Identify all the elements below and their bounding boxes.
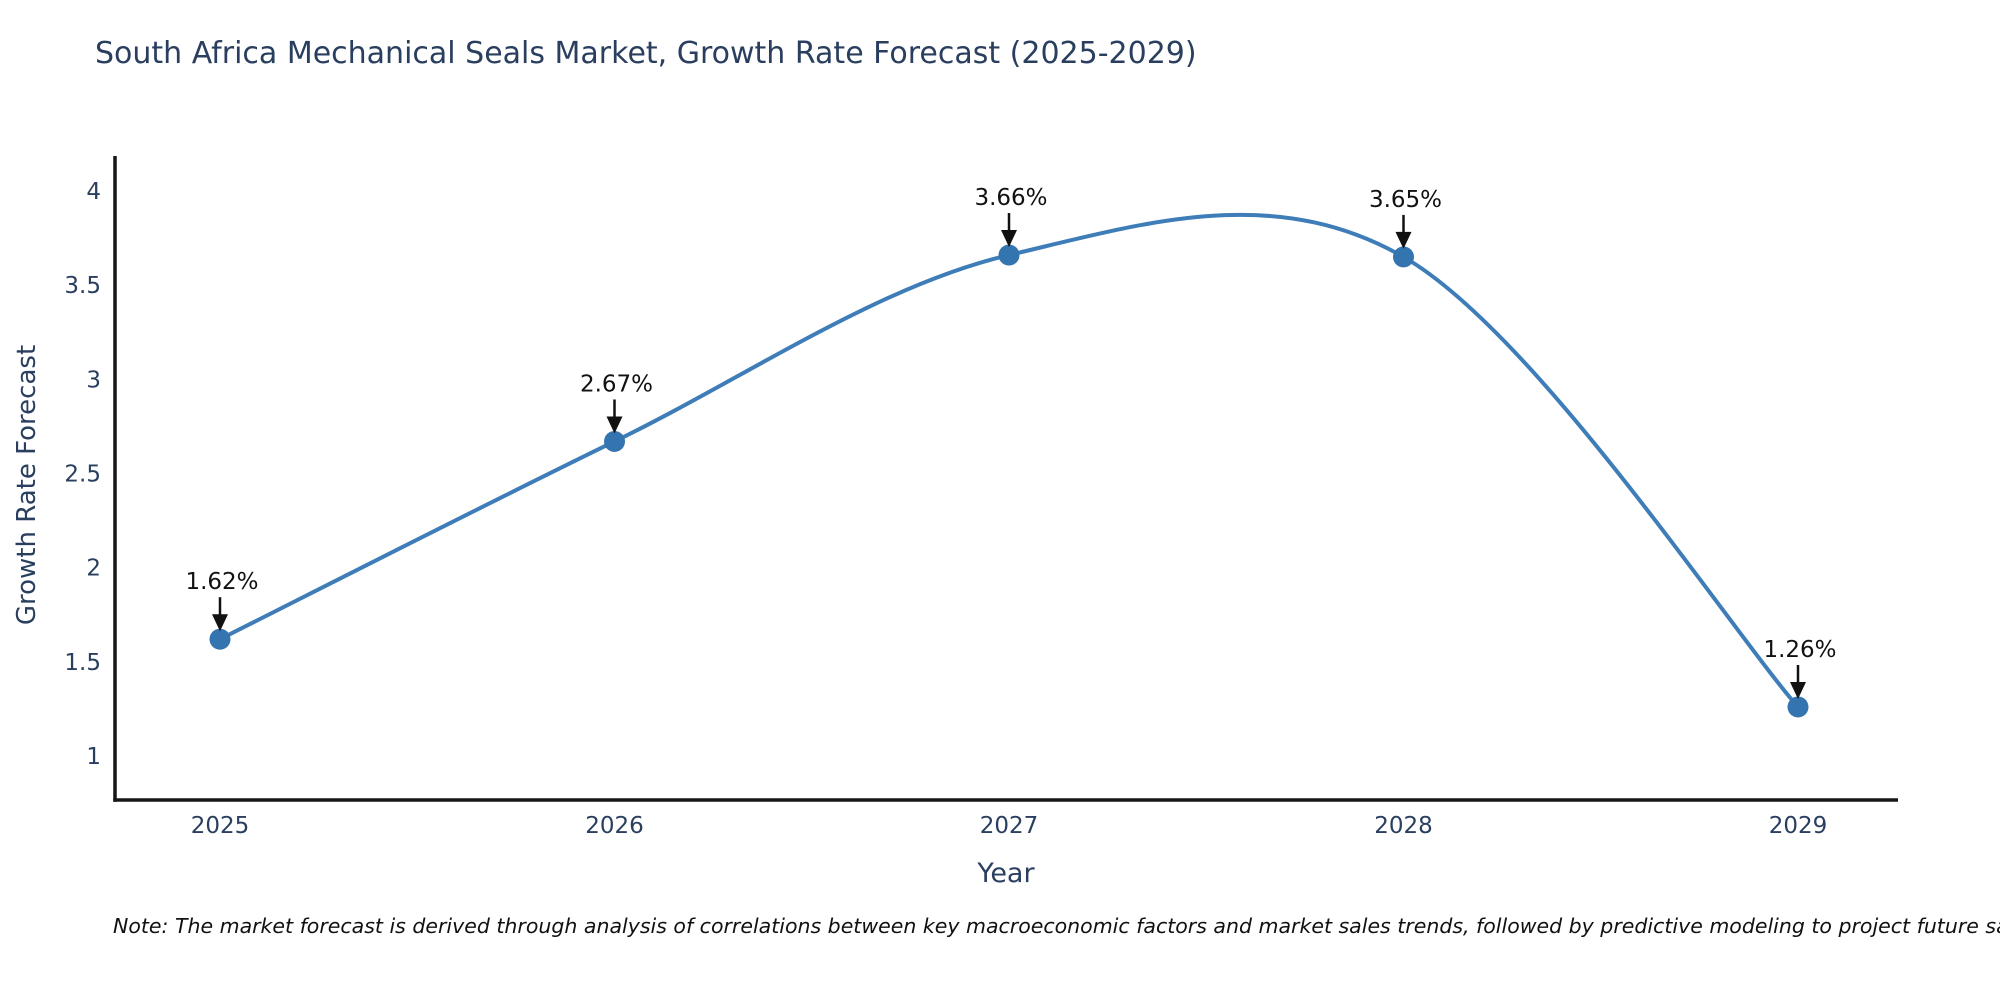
y-tick-label: 2.5 [64, 461, 101, 487]
y-tick-label: 2 [86, 556, 101, 582]
data-point [1787, 696, 1809, 718]
point-annotation: 1.26% [1763, 637, 1836, 663]
point-annotation: 2.67% [580, 371, 653, 397]
point-annotation: 3.66% [974, 185, 1047, 211]
y-tick-label: 3.5 [64, 273, 101, 299]
data-point [1393, 246, 1414, 268]
annotation-arrowhead-icon [1790, 681, 1806, 699]
trend-line [218, 212, 1800, 709]
annotation-arrowhead-icon [212, 614, 228, 632]
x-axis-title: Year [977, 858, 1035, 889]
x-tick-label: 2027 [980, 813, 1039, 839]
y-tick-label: 1.5 [64, 650, 101, 676]
x-tick-label: 2029 [1769, 813, 1828, 839]
chart-title: South Africa Mechanical Seals Market, Gr… [95, 36, 1197, 71]
annotation-arrowhead-icon [1395, 231, 1412, 249]
point-annotation: 3.65% [1369, 187, 1442, 213]
data-point [209, 628, 231, 650]
y-tick-label: 4 [86, 179, 101, 205]
data-point [998, 244, 1020, 266]
footnote: Note: The market forecast is derived thr… [113, 914, 2000, 938]
data-point [604, 430, 625, 452]
x-tick-label: 2028 [1374, 813, 1433, 839]
x-tick-label: 2025 [191, 813, 250, 839]
annotation-arrowhead-icon [1001, 230, 1017, 248]
y-tick-label: 1 [86, 744, 101, 770]
point-annotation: 1.62% [185, 569, 258, 595]
y-tick-label: 3 [86, 367, 101, 393]
x-tick-label: 2026 [585, 813, 644, 839]
annotation-arrowhead-icon [606, 416, 623, 434]
